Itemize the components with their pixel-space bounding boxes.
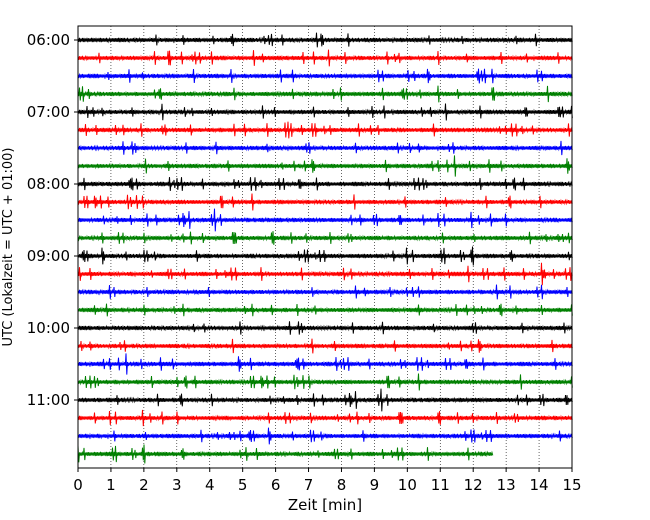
y-axis-label: UTC (Lokalzeit = UTC + 01:00)	[1, 148, 16, 347]
trace-series	[77, 32, 573, 464]
trace-1015	[77, 338, 573, 354]
x-tick-label: 11	[431, 476, 450, 494]
trace-0800	[77, 177, 573, 191]
trace-0600	[77, 32, 573, 48]
x-tick-label: 3	[172, 476, 182, 494]
y-axis-ticks: 06:00 07:00 08:00 09:00 10:00 11:00	[27, 31, 78, 409]
y-tick-label: 08:00	[27, 175, 70, 193]
x-axis-ticks: 0 1 2 3 4 5 6 7 8 9 10 11 12 13 14 15	[73, 468, 582, 494]
x-tick-label: 14	[530, 476, 549, 494]
trace-1045	[77, 373, 573, 391]
x-tick-label: 13	[497, 476, 516, 494]
trace-1000	[77, 321, 573, 335]
trace-0900	[77, 246, 573, 266]
x-tick-label: 4	[205, 476, 215, 494]
trace-0930	[77, 284, 573, 300]
trace-1100	[77, 388, 573, 412]
trace-0615	[77, 49, 573, 67]
trace-1130	[77, 427, 573, 445]
x-tick-label: 0	[73, 476, 83, 494]
y-tick-label: 10:00	[27, 319, 70, 337]
y-tick-label: 11:00	[27, 391, 70, 409]
x-tick-label: 1	[106, 476, 116, 494]
trace-0630	[77, 68, 573, 84]
trace-1115	[77, 409, 573, 427]
trace-0730	[77, 140, 573, 156]
x-tick-label: 2	[139, 476, 149, 494]
trace-0745	[77, 155, 573, 177]
x-tick-label: 8	[337, 476, 347, 494]
y-tick-label: 07:00	[27, 103, 70, 121]
x-tick-label: 6	[271, 476, 281, 494]
trace-1145	[77, 444, 494, 464]
trace-0715	[77, 121, 573, 139]
trace-0830	[77, 208, 573, 232]
trace-0915	[77, 262, 573, 286]
trace-0645	[77, 85, 573, 103]
trace-0815	[77, 193, 573, 211]
x-tick-label: 10	[398, 476, 417, 494]
x-tick-label: 9	[370, 476, 380, 494]
x-axis-label: Zeit [min]	[288, 496, 362, 514]
trace-0945	[77, 303, 573, 317]
trace-0700	[77, 103, 573, 121]
x-tick-label: 12	[464, 476, 483, 494]
y-tick-label: 09:00	[27, 247, 70, 265]
y-tick-label: 06:00	[27, 31, 70, 49]
x-tick-label: 5	[238, 476, 248, 494]
trace-1030	[77, 353, 573, 375]
trace-0845	[77, 231, 573, 245]
x-tick-label: 7	[304, 476, 314, 494]
x-tick-label: 15	[562, 476, 581, 494]
plot-frame	[77, 25, 573, 469]
